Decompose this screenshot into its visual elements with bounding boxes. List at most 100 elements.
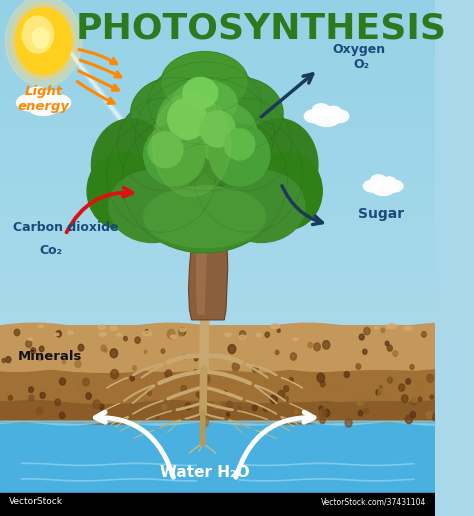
- Ellipse shape: [385, 180, 403, 192]
- Circle shape: [376, 390, 381, 395]
- Bar: [0, 509, 436, 514]
- Circle shape: [284, 386, 289, 392]
- Circle shape: [110, 349, 118, 358]
- Bar: [0, 117, 436, 119]
- Bar: [0, 43, 436, 46]
- Bar: [0, 507, 436, 512]
- Text: Carbon dioxide: Carbon dioxide: [13, 220, 118, 234]
- Bar: [0, 511, 436, 516]
- Bar: [0, 317, 436, 319]
- Bar: [0, 198, 436, 200]
- Bar: [0, 306, 436, 309]
- Bar: [0, 290, 436, 293]
- Ellipse shape: [201, 111, 235, 147]
- Circle shape: [31, 348, 36, 353]
- Bar: [0, 46, 436, 49]
- Bar: [0, 287, 436, 290]
- Bar: [0, 73, 436, 76]
- Ellipse shape: [235, 165, 305, 217]
- Ellipse shape: [91, 119, 170, 212]
- Circle shape: [86, 393, 91, 399]
- Circle shape: [364, 328, 370, 335]
- Ellipse shape: [17, 94, 41, 111]
- Circle shape: [323, 341, 330, 349]
- Circle shape: [365, 409, 368, 413]
- Bar: [0, 319, 436, 322]
- Circle shape: [264, 380, 267, 384]
- Bar: [0, 143, 436, 147]
- Circle shape: [165, 370, 172, 378]
- Bar: [0, 49, 436, 52]
- Ellipse shape: [371, 181, 395, 196]
- Bar: [0, 212, 436, 214]
- Bar: [0, 135, 436, 138]
- Ellipse shape: [404, 326, 412, 331]
- Bar: [0, 114, 436, 117]
- Ellipse shape: [239, 119, 318, 212]
- Bar: [0, 127, 436, 130]
- Ellipse shape: [172, 80, 237, 126]
- Circle shape: [320, 417, 325, 424]
- Circle shape: [9, 395, 12, 400]
- Bar: [0, 52, 436, 54]
- Bar: [0, 41, 436, 43]
- Bar: [0, 62, 436, 65]
- Ellipse shape: [99, 332, 107, 336]
- Text: PHOTOSYNTHESIS: PHOTOSYNTHESIS: [76, 11, 447, 45]
- Bar: [0, 314, 436, 317]
- Ellipse shape: [271, 324, 280, 329]
- Ellipse shape: [313, 111, 340, 126]
- Circle shape: [202, 375, 210, 383]
- Bar: [0, 295, 436, 298]
- Circle shape: [252, 365, 258, 373]
- Polygon shape: [0, 322, 436, 373]
- Circle shape: [32, 28, 49, 48]
- Circle shape: [75, 360, 81, 367]
- Ellipse shape: [46, 94, 71, 111]
- Bar: [0, 271, 436, 273]
- Bar: [0, 293, 436, 295]
- Circle shape: [60, 378, 65, 385]
- Bar: [0, 230, 436, 233]
- Circle shape: [93, 400, 100, 409]
- Bar: [0, 125, 436, 127]
- Circle shape: [380, 385, 382, 389]
- Circle shape: [130, 376, 135, 381]
- Circle shape: [363, 349, 367, 354]
- Bar: [0, 100, 436, 103]
- Circle shape: [179, 328, 186, 335]
- Circle shape: [162, 405, 167, 410]
- Ellipse shape: [27, 96, 60, 116]
- Bar: [0, 103, 436, 106]
- Bar: [0, 511, 436, 515]
- Bar: [0, 16, 436, 19]
- Bar: [0, 35, 436, 38]
- Bar: [0, 228, 436, 230]
- Bar: [0, 38, 436, 41]
- Bar: [0, 68, 436, 70]
- Bar: [0, 33, 436, 35]
- Ellipse shape: [109, 170, 196, 243]
- Ellipse shape: [180, 328, 186, 332]
- Bar: [0, 273, 436, 277]
- Circle shape: [418, 397, 422, 401]
- Bar: [0, 200, 436, 203]
- Circle shape: [6, 357, 11, 363]
- Ellipse shape: [144, 124, 205, 186]
- Circle shape: [385, 341, 389, 346]
- Bar: [0, 187, 436, 190]
- Ellipse shape: [304, 110, 325, 123]
- Ellipse shape: [256, 333, 262, 337]
- Circle shape: [200, 405, 205, 410]
- Ellipse shape: [209, 124, 270, 186]
- Circle shape: [161, 349, 165, 353]
- Bar: [0, 184, 436, 187]
- Bar: [0, 13, 436, 16]
- Bar: [0, 509, 436, 513]
- Bar: [0, 76, 436, 78]
- Bar: [0, 257, 436, 260]
- Bar: [0, 160, 436, 163]
- Bar: [0, 511, 436, 516]
- Ellipse shape: [328, 110, 349, 123]
- Bar: [0, 106, 436, 108]
